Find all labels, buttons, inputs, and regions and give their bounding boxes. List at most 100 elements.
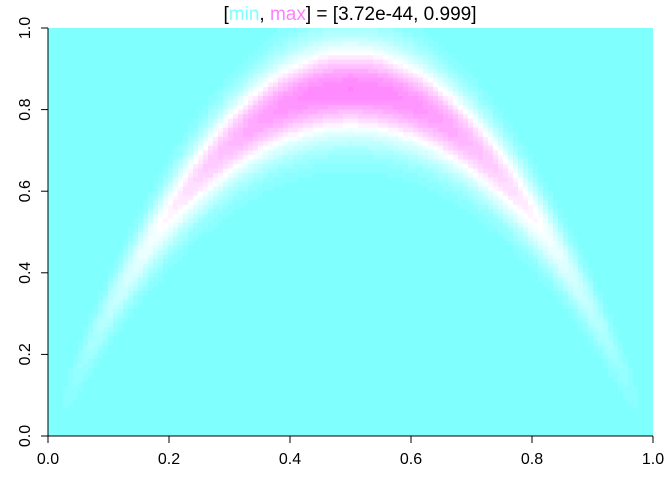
heatmap-cell [173,100,179,106]
heatmap-cell [418,59,424,65]
heatmap-cell [68,154,74,161]
heatmap-cell [178,209,184,215]
heatmap-cell [193,32,199,38]
heatmap-cell [213,96,219,102]
heatmap-cell [553,209,559,215]
heatmap-cell [483,177,489,183]
heatmap-cell [548,109,554,115]
heatmap-cell [523,150,529,156]
heatmap-cell [108,159,114,165]
heatmap-cell [218,173,224,179]
heatmap-cell [63,46,69,52]
heatmap-cell [298,182,304,188]
heatmap-cell [438,127,444,133]
heatmap-cell [603,46,609,52]
heatmap-cell [253,109,259,115]
heatmap-cell [183,109,189,115]
heatmap-cell [333,55,339,61]
heatmap-cell [548,105,554,111]
heatmap-cell [178,100,184,106]
heatmap-cell [203,86,209,93]
heatmap-cell [143,118,149,124]
heatmap-cell [308,118,314,124]
heatmap-cell [483,191,489,197]
heatmap-cell [213,200,219,206]
heatmap-cell [158,204,164,210]
heatmap-cell [128,145,134,151]
heatmap-cell [168,96,174,102]
heatmap-cell [208,105,214,111]
heatmap-cell [353,127,359,133]
heatmap-cell [193,159,199,165]
heatmap-cell [63,91,69,97]
heatmap-cell [533,100,539,106]
heatmap-cell [328,114,334,120]
heatmap-cell [123,136,129,142]
heatmap-cell [573,132,579,138]
heatmap-cell [468,73,474,79]
heatmap-cell [313,168,319,174]
heatmap-cell [273,173,279,179]
heatmap-cell [453,82,459,88]
heatmap-cell [383,105,389,111]
heatmap-cell [478,141,484,147]
heatmap-cell [358,164,364,170]
heatmap-cell [318,177,324,183]
heatmap-cell [558,127,564,133]
heatmap-cell [533,41,539,47]
heatmap-cell [643,195,649,201]
heatmap-cell [488,37,494,43]
heatmap-cell [563,77,569,83]
heatmap-cell [313,100,319,106]
heatmap-cell [98,50,104,56]
heatmap-cell [398,114,404,120]
heatmap-cell [503,150,509,156]
heatmap-cell [463,159,469,165]
heatmap-cell [388,41,394,47]
heatmap-cell [158,118,164,124]
heatmap-cell [53,195,59,201]
heatmap-cell [113,28,119,34]
heatmap-cell [173,191,179,197]
heatmap-cell [593,46,599,52]
heatmap-cell [188,86,194,93]
heatmap-cell [623,200,629,206]
heatmap-cell [148,64,154,70]
heatmap-cell [63,177,69,183]
heatmap-cell [628,32,634,38]
heatmap-cell [433,159,439,165]
heatmap-cell [173,200,179,206]
heatmap-cell [528,200,534,206]
heatmap-cell [293,209,299,215]
heatmap-cell [393,132,399,138]
heatmap-cell [508,64,514,70]
heatmap-cell [633,136,639,142]
heatmap-cell [498,186,504,192]
heatmap-cell [273,200,279,206]
heatmap-cell [528,37,534,43]
heatmap-cell [393,141,399,147]
heatmap-cell [278,145,284,151]
heatmap-cell [593,64,599,70]
heatmap-cell [228,127,234,133]
heatmap-cell [338,182,344,188]
heatmap-cell [538,173,544,179]
heatmap-cell [358,82,364,88]
heatmap-cell [348,177,354,183]
heatmap-cell [368,105,374,111]
heatmap-cell [648,123,653,129]
heatmap-cell [233,200,239,206]
heatmap-cell [133,50,139,56]
heatmap-cell [153,55,159,61]
heatmap-cell [168,118,174,124]
heatmap-cell [68,127,74,133]
heatmap-cell [358,91,364,97]
heatmap-cell [143,96,149,102]
heatmap-cell [213,105,219,111]
heatmap-cell [598,132,604,138]
heatmap-cell [113,159,119,165]
heatmap-cell [538,154,544,161]
heatmap-cell [583,154,589,161]
heatmap-cell [138,82,144,88]
heatmap-cell [468,109,474,115]
